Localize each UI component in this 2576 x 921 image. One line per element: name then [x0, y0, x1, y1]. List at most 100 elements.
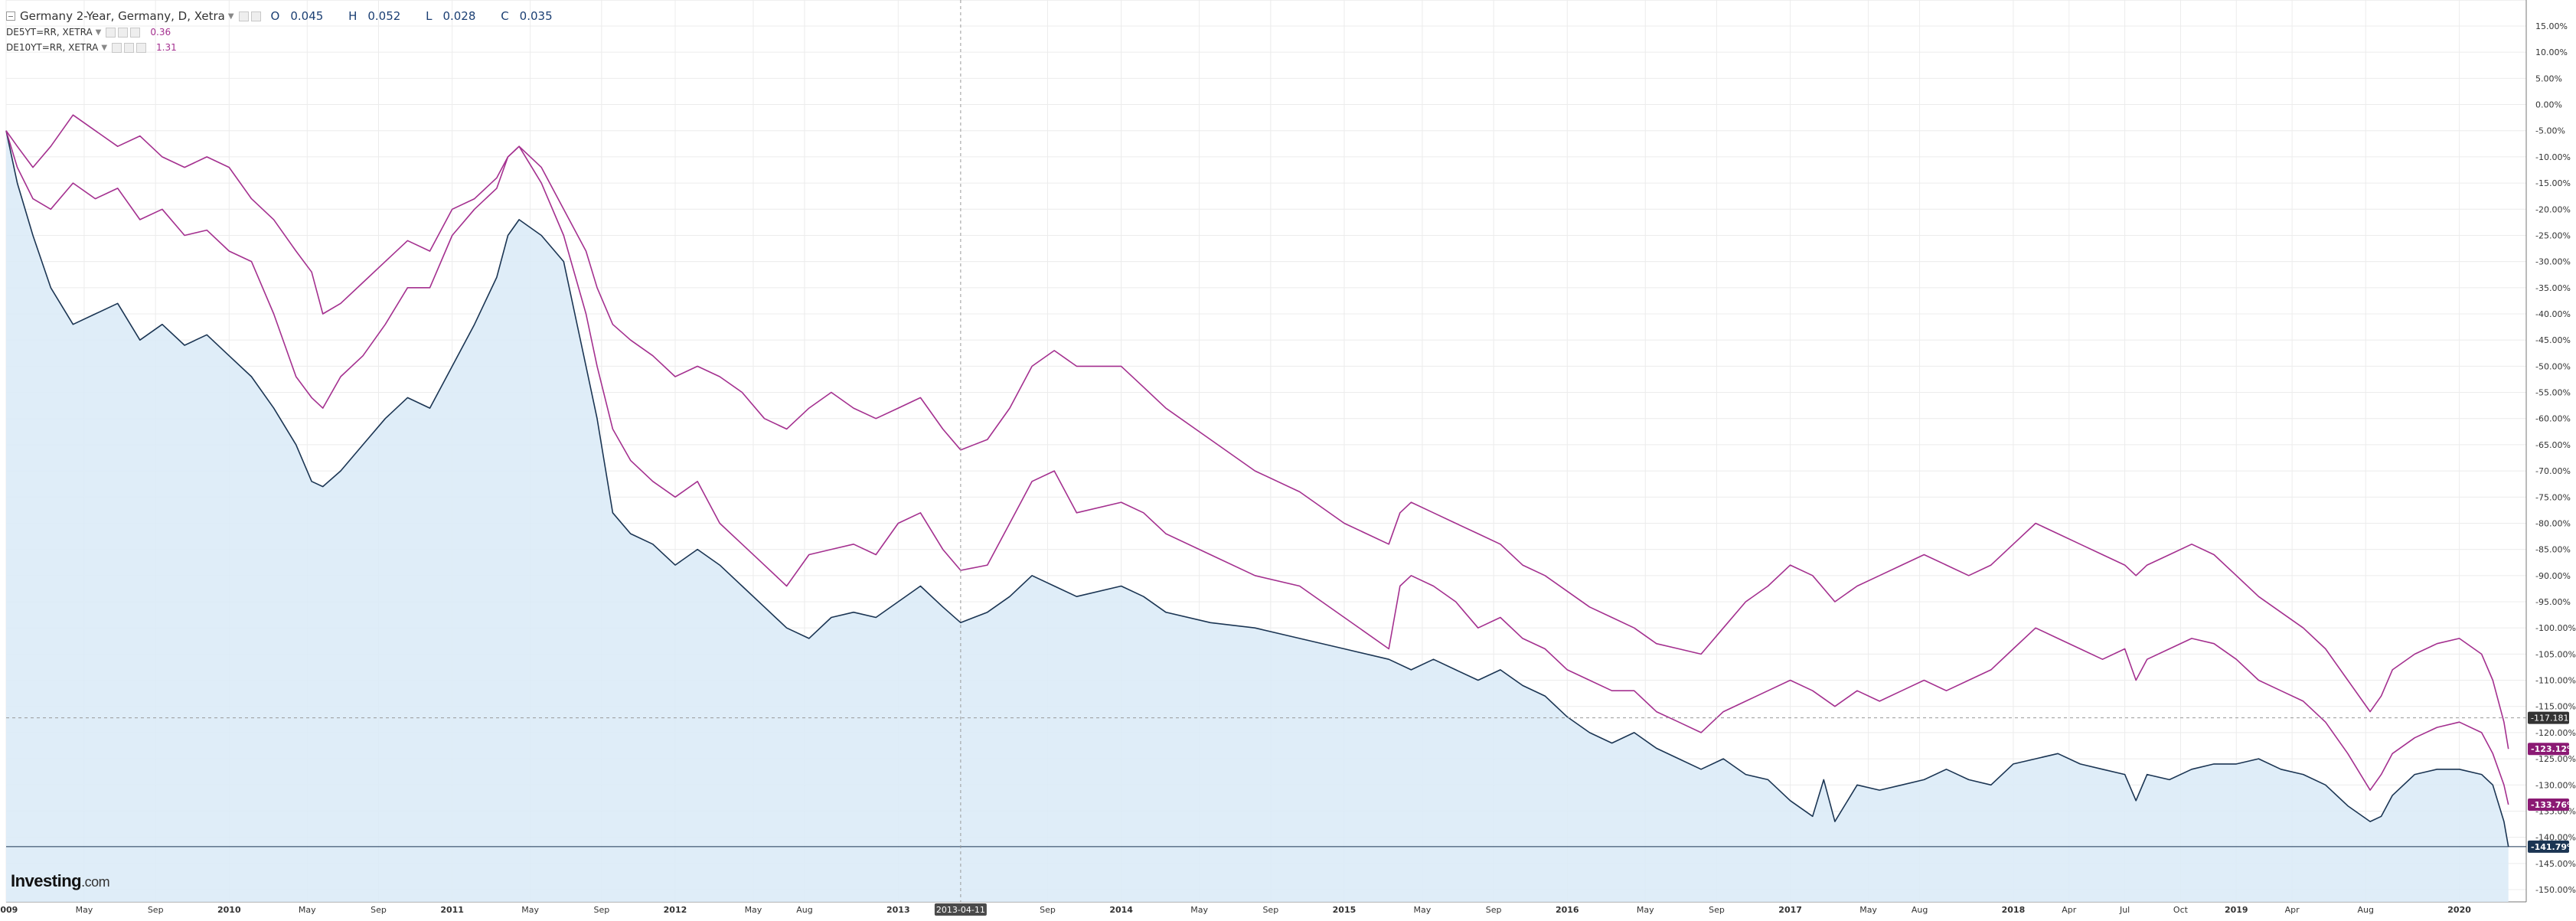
x-tick-label: Aug: [796, 905, 812, 915]
x-tick-label: May: [1190, 905, 1208, 915]
y-tick-label: -125.00%: [2535, 754, 2576, 764]
y-tick-label: -150.00%: [2535, 885, 2576, 895]
x-tick-label: Apr: [2285, 905, 2300, 915]
y-tick-label: -45.00%: [2535, 335, 2571, 345]
ohlc-high: H 0.052: [348, 9, 401, 23]
y-tick-label: -140.00%: [2535, 833, 2576, 843]
x-tick-label: Sep: [1262, 905, 1278, 915]
x-tick-label: May: [1859, 905, 1877, 915]
y-tick-label: 15.00%: [2535, 21, 2568, 31]
crosshair-date-badge: [934, 903, 987, 916]
x-tick-label: 2017: [1778, 905, 1802, 915]
x-tick-label: May: [1414, 905, 1432, 915]
x-tick-label: 2009: [0, 905, 18, 915]
settings-icon[interactable]: [238, 11, 249, 21]
collapse-legend-icon[interactable]: [6, 11, 15, 21]
crosshair-value-badge: [2528, 711, 2569, 724]
x-tick-label: 2019: [2225, 905, 2248, 915]
y-tick-label: -130.00%: [2535, 780, 2576, 790]
ohlc-close: C 0.035: [501, 9, 553, 23]
x-tick-label: Apr: [2062, 905, 2077, 915]
y-tick-label: -145.00%: [2535, 859, 2576, 869]
x-tick-label: May: [1637, 905, 1654, 915]
close-icon[interactable]: [130, 27, 141, 38]
compare-series-line-2[interactable]: [5, 114, 2509, 750]
y-tick-label: -10.00%: [2535, 152, 2571, 162]
x-tick-label: Sep: [1709, 905, 1725, 915]
last-value-badge: [2528, 840, 2569, 853]
y-tick-label: -70.00%: [2535, 466, 2571, 476]
compare-series-line-1[interactable]: [5, 130, 2509, 805]
y-tick-label: -95.00%: [2535, 597, 2571, 607]
x-tick-label: May: [521, 905, 539, 915]
ohlc-values: O 0.045 H 0.052 L 0.028 C 0.035: [271, 9, 574, 23]
close-icon[interactable]: [250, 11, 261, 21]
compare-series-value: 0.36: [150, 27, 171, 38]
x-tick-label: Sep: [371, 905, 387, 915]
legend-compare-row-1[interactable]: DE5YT=RR, XETRA ▼ 0.36: [6, 24, 574, 40]
y-tick-label: -120.00%: [2535, 728, 2576, 738]
y-tick-label: -5.00%: [2535, 126, 2565, 136]
x-tick-label: 2014: [1109, 905, 1133, 915]
x-tick-label: Sep: [148, 905, 164, 915]
compare-series-label[interactable]: DE5YT=RR, XETRA: [6, 27, 93, 38]
legend-compare-row-2[interactable]: DE10YT=RR, XETRA ▼ 1.31: [6, 40, 574, 55]
chart-legend: Germany 2-Year, Germany, D, Xetra ▼ O 0.0…: [6, 8, 574, 55]
y-tick-label: -25.00%: [2535, 230, 2571, 240]
last-value-badge: [2528, 798, 2569, 811]
y-tick-label: -100.00%: [2535, 623, 2576, 633]
x-tick-label: Aug: [2358, 905, 2374, 915]
ohlc-low: L 0.028: [426, 9, 476, 23]
settings-icon[interactable]: [118, 27, 129, 38]
main-series-line[interactable]: [5, 130, 2509, 848]
legend-main-row[interactable]: Germany 2-Year, Germany, D, Xetra ▼ O 0.0…: [6, 8, 574, 24]
x-tick-label: 2016: [1556, 905, 1579, 915]
x-tick-label: 2020: [2447, 905, 2471, 915]
y-tick-label: -85.00%: [2535, 545, 2571, 555]
x-tick-label: May: [299, 905, 316, 915]
y-tick-label: -110.00%: [2535, 676, 2576, 686]
y-tick-label: -115.00%: [2535, 702, 2576, 712]
y-tick-label: -50.00%: [2535, 361, 2571, 371]
last-value-label: -123.12%: [2531, 744, 2575, 754]
y-tick-label: -105.00%: [2535, 649, 2576, 659]
x-tick-label: May: [745, 905, 762, 915]
x-tick-label: 2011: [440, 905, 464, 915]
y-tick-label: 5.00%: [2535, 73, 2562, 83]
y-tick-label: -35.00%: [2535, 283, 2571, 293]
x-tick-label: Sep: [1040, 905, 1056, 915]
chevron-down-icon[interactable]: ▼: [101, 43, 108, 52]
visibility-icon[interactable]: [112, 42, 122, 53]
x-tick-label: Sep: [1486, 905, 1502, 915]
main-series-title[interactable]: Germany 2-Year, Germany, D, Xetra: [20, 9, 225, 23]
chevron-down-icon[interactable]: ▼: [227, 11, 234, 21]
crosshair-value-label: -117.181: [2531, 714, 2568, 723]
x-tick-label: Oct: [2173, 905, 2189, 915]
main-series-area: [6, 130, 2509, 902]
compare-series-value: 1.31: [156, 42, 177, 53]
crosshair-date-label: 2013-04-11: [936, 905, 985, 915]
last-value-label: -133.76%: [2531, 800, 2575, 810]
x-tick-label: 2010: [217, 905, 241, 915]
close-icon[interactable]: [136, 42, 147, 53]
x-tick-label: 2013: [886, 905, 910, 915]
last-value-badge: [2528, 743, 2569, 756]
y-tick-label: -55.00%: [2535, 388, 2571, 398]
last-value-label: -141.79%: [2531, 842, 2575, 852]
y-tick-label: -80.00%: [2535, 518, 2571, 528]
y-tick-label: -75.00%: [2535, 492, 2571, 502]
settings-icon[interactable]: [124, 42, 135, 53]
y-tick-label: -60.00%: [2535, 414, 2571, 424]
y-tick-label: -15.00%: [2535, 178, 2571, 188]
x-tick-label: Aug: [1912, 905, 1928, 915]
y-tick-label: -65.00%: [2535, 440, 2571, 450]
compare-series-label[interactable]: DE10YT=RR, XETRA: [6, 42, 99, 53]
y-tick-label: 0.00%: [2535, 100, 2562, 110]
y-tick-label: -20.00%: [2535, 204, 2571, 214]
visibility-icon[interactable]: [106, 27, 116, 38]
x-tick-label: Jul: [2119, 905, 2130, 915]
x-tick-label: Sep: [593, 905, 609, 915]
chevron-down-icon[interactable]: ▼: [95, 28, 102, 37]
